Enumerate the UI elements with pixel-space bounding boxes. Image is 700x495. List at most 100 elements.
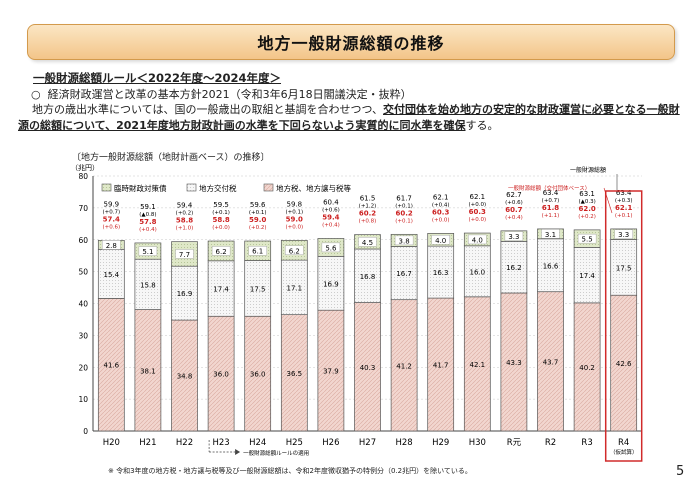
rule-title: 一般財源総額ルール＜2022年度～2024年度＞ [33,71,282,85]
value-label-box [614,229,633,239]
bar-value-label: 7.7 [179,251,190,259]
bar-value-label: 4.0 [472,236,483,244]
bar-segment [317,309,345,432]
grant-total-change: (+0.0) [285,224,303,230]
bar-segment [500,240,528,294]
bar-segment [537,238,564,293]
total-change: (+0.2) [176,211,194,217]
y-tick-label: 50 [78,268,88,277]
bar-value-label: 2.8 [106,242,117,250]
x-tick-label: H29 [432,438,449,448]
rule-item-text: 経済財政運営と改革の基本方針2021（令和3年6月18日閣議決定・抜粋） [47,88,412,101]
value-label-box [321,242,341,253]
x-tick-label: H30 [469,438,486,448]
grant-total-label: 59.4 [322,213,339,221]
x-tick-sublabel: （仮試算） [610,448,638,456]
bar-value-label: 16.9 [323,280,339,288]
x-tick-label: R元 [507,438,522,448]
total-label: 63.1 [579,190,595,198]
total-label: 59.1 [140,203,156,211]
bar-segment [207,315,235,432]
y-tick-label: 0 [83,427,88,436]
legend-label: 地方税、地方譲与税等 [276,183,351,193]
total-label: 61.7 [396,194,412,202]
bar-value-label: 5.1 [142,248,153,256]
total-label: 63.4 [543,189,559,197]
y-tick-label: 10 [78,395,88,404]
value-label-box [468,234,487,245]
grant-total-change: (+0.1) [395,218,413,224]
bar-value-label: 3.3 [618,231,629,239]
x-tick-label: H22 [176,438,193,448]
total-label: 59.6 [250,201,266,209]
bar-value-label: 17.4 [579,272,595,280]
x-tick-label: R2 [545,438,556,448]
total-label: 59.9 [104,200,120,208]
bar-segment [97,298,125,432]
value-label-box [358,237,377,247]
total-change: (+0.3) [615,198,633,204]
page-number: 5 [676,464,685,479]
grant-total-change: (+0.0) [212,225,230,231]
bar-value-label: 38.1 [140,367,156,375]
total-change: (▲0.8) [139,212,156,218]
bar-segment [354,302,381,432]
title-banner: 地方一般財源総額の推移 [27,24,675,60]
y-tick-label: 70 [78,204,88,213]
total-label: 59.5 [213,201,229,209]
grant-total-change: (+0.2) [578,214,596,220]
rule-body: 地方の歳出水準については、国の一般歳出の取組と基調を合わせつつ、交付団体を始め地… [18,102,682,134]
grant-total-label: 62.0 [578,205,595,213]
page-title: 地方一般財源総額の推移 [257,34,445,53]
bar-segment [463,245,491,298]
total-label: 61.5 [360,195,376,203]
grant-total-change: (+0.0) [432,217,450,223]
bar-value-label: 17.4 [213,286,229,294]
bar-segment [390,299,418,432]
bar-value-label: 42.1 [470,361,486,369]
bar-segment [390,246,418,301]
bar-value-label: 36.0 [250,371,266,379]
grant-total-label: 59.0 [286,215,303,223]
total-change: (+0.1) [249,210,267,216]
grant-total-change: (+0.8) [359,219,377,225]
bar-segment [573,302,601,432]
chart-caption: 〔地方一般財源総額（地財計画ベース）の推移〕 [72,153,270,163]
bar-value-label: 37.9 [323,368,339,376]
bar-value-label: 15.8 [140,281,156,289]
grant-total-change: (+0.4) [139,227,157,233]
bar-segment [207,260,235,317]
bar-value-label: 5.6 [325,244,337,252]
rule-item: ○ 経済財政運営と改革の基本方針2021（令和3年6月18日閣議決定・抜粋） [31,86,412,102]
bar-segment [171,265,198,321]
bar-value-label: 43.7 [543,358,559,366]
bar-value-label: 16.6 [543,262,559,270]
grant-total-change: (+0.2) [249,225,267,231]
x-tick-label: H25 [286,438,303,448]
bar-value-label: 6.1 [252,248,263,256]
bar-value-label: 3.1 [545,231,556,239]
value-label-box [138,246,158,256]
bar-value-label: 16.7 [396,270,412,278]
arrow-right-icon [235,449,241,455]
total-label: 63.4 [616,189,632,197]
x-tick-label: R4 [618,438,629,448]
bar-value-label: 5.5 [582,236,593,244]
bar-value-label: 34.8 [177,373,193,381]
bar-value-label: 17.5 [250,285,266,293]
y-tick-label: 30 [78,331,88,340]
value-label-box [541,229,560,239]
grant-total-label: 58.8 [212,216,229,224]
grant-total-label: 57.8 [139,218,156,226]
x-tick-label: H27 [359,438,376,448]
value-label-box [504,231,524,241]
bar-value-label: 6.2 [216,248,227,256]
total-label: 62.1 [433,193,449,201]
grant-annotation-leader [603,187,613,214]
grant-total-label: 58.8 [176,217,193,225]
bar-value-label: 16.0 [470,268,486,276]
bar-value-label: 4.5 [362,239,373,247]
bar-segment [573,247,601,304]
grant-total-change: (+0.4) [322,222,340,228]
value-label-box [175,249,194,259]
